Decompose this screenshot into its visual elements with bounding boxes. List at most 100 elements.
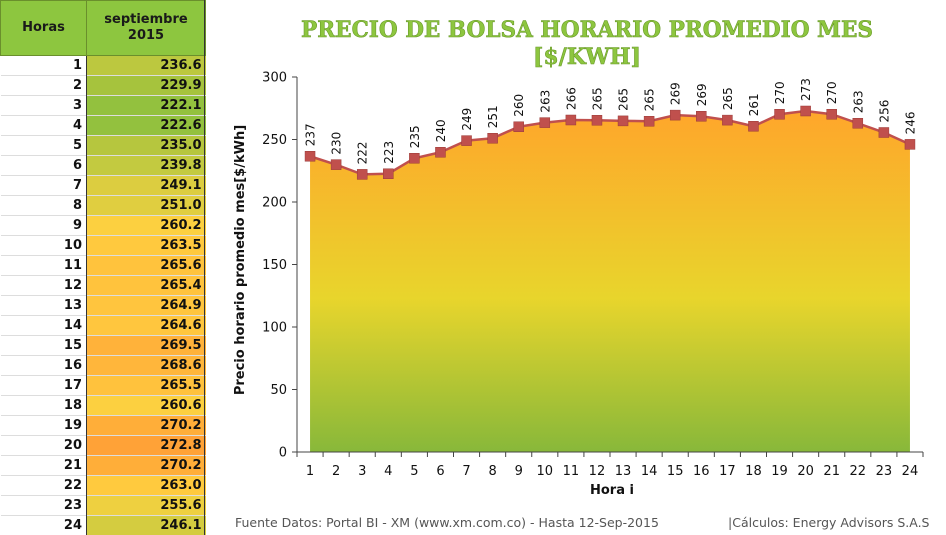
x-axis-label: Hora i (590, 483, 634, 498)
table-row: 17 265.5 (0, 375, 206, 396)
data-label: 222 (356, 141, 370, 164)
data-label: 246 (903, 111, 917, 134)
table-row: 6 239.8 (0, 155, 206, 176)
price-cell: 265.4 (86, 275, 206, 296)
data-label: 265 (643, 88, 657, 111)
y-tick-label: 200 (262, 196, 287, 211)
price-cell: 222.1 (86, 95, 206, 116)
table-row: 1 236.6 (0, 55, 206, 76)
hour-cell: 22 (0, 475, 87, 496)
hour-cell: 17 (0, 375, 87, 396)
data-label: 237 (304, 123, 318, 146)
price-cell: 236.6 (86, 55, 206, 76)
hour-cell: 9 (0, 215, 87, 236)
hour-cell: 14 (0, 315, 87, 336)
data-point (748, 121, 759, 132)
header-month-name: septiembre (104, 12, 188, 27)
hour-cell: 11 (0, 255, 87, 276)
table-row: 21 270.2 (0, 455, 206, 476)
data-point (565, 114, 577, 126)
x-tick-label: 18 (745, 464, 762, 479)
price-cell: 272.8 (86, 435, 206, 456)
table-row: 5 235.0 (0, 135, 206, 156)
price-cell: 265.5 (86, 375, 206, 396)
hour-cell: 23 (0, 495, 87, 516)
data-label: 269 (669, 82, 683, 105)
price-cell: 263.0 (86, 475, 206, 496)
data-label: 265 (721, 87, 735, 110)
x-tick-label: 9 (515, 464, 523, 479)
x-tick-label: 23 (876, 464, 893, 479)
data-point (304, 151, 316, 162)
table-row: 7 249.1 (0, 175, 206, 196)
x-tick-label: 17 (719, 464, 736, 479)
table-row: 8 251.0 (0, 195, 206, 216)
data-label: 251 (486, 105, 500, 128)
hour-cell: 4 (0, 115, 87, 136)
data-label: 223 (382, 141, 396, 164)
data-point (904, 139, 916, 150)
price-cell: 229.9 (86, 75, 206, 96)
data-point (800, 105, 811, 117)
x-tick-label: 20 (797, 464, 814, 479)
header-hours: Horas (0, 0, 87, 56)
x-tick-label: 22 (850, 464, 867, 479)
data-point (356, 169, 368, 180)
data-point (774, 109, 785, 120)
hour-cell: 2 (0, 75, 87, 96)
table-row: 11 265.6 (0, 255, 206, 276)
data-point (330, 159, 342, 170)
source-note: Fuente Datos: Portal BI - XM (www.xm.com… (235, 515, 659, 530)
x-tick-label: 11 (563, 464, 580, 479)
data-point (852, 118, 864, 129)
price-cell: 270.2 (86, 455, 206, 476)
table-row: 19 270.2 (0, 415, 206, 436)
data-label: 265 (617, 88, 631, 111)
data-point (722, 114, 733, 126)
price-cell: 264.9 (86, 295, 206, 316)
price-table: Horas septiembre 2015 1 236.6 2 229.9 3 222.1 4… (0, 0, 206, 535)
table-row: 9 260.2 (0, 215, 206, 236)
data-label: 273 (799, 78, 813, 101)
x-tick-label: 3 (358, 464, 366, 479)
price-cell: 260.2 (86, 215, 206, 236)
x-tick-label: 16 (693, 464, 710, 479)
table-row: 14 264.6 (0, 315, 206, 336)
data-label: 263 (851, 90, 865, 113)
price-cell: 264.6 (86, 315, 206, 336)
data-label: 256 (877, 100, 891, 123)
x-tick-label: 12 (589, 464, 606, 479)
table-row: 20 272.8 (0, 435, 206, 456)
table-row: 3 222.1 (0, 95, 206, 116)
y-axis-label: Precio horario promedio mes[$/kWh] (233, 125, 248, 395)
hour-cell: 16 (0, 355, 87, 376)
hour-cell: 13 (0, 295, 87, 316)
table-row: 16 268.6 (0, 355, 206, 376)
table-row: 22 263.0 (0, 475, 206, 496)
table-row: 4 222.6 (0, 115, 206, 136)
data-label: 260 (512, 94, 526, 117)
price-cell: 263.5 (86, 235, 206, 256)
price-cell: 249.1 (86, 175, 206, 196)
price-cell: 246.1 (86, 515, 206, 535)
table-row: 12 265.4 (0, 275, 206, 296)
x-tick-label: 8 (488, 464, 496, 479)
x-tick-label: 13 (615, 464, 632, 479)
data-label: 240 (434, 119, 448, 142)
credits-note: |Cálculos: Energy Advisors S.A.S (728, 515, 930, 530)
data-point (617, 115, 629, 127)
x-tick-label: 1 (306, 464, 314, 479)
price-cell: 265.6 (86, 255, 206, 276)
hour-cell: 7 (0, 175, 87, 196)
data-point (513, 121, 524, 132)
price-chart: PRECIO DE BOLSA HORARIO PROMEDIO MES [$/… (233, 17, 924, 498)
table-row: 24 246.1 (0, 515, 206, 535)
hour-cell: 6 (0, 155, 87, 176)
data-point (435, 147, 446, 158)
x-tick-label: 14 (641, 464, 658, 479)
data-point (643, 116, 655, 127)
data-label: 270 (825, 81, 839, 104)
hour-cell: 20 (0, 435, 87, 456)
table-border (204, 0, 205, 535)
